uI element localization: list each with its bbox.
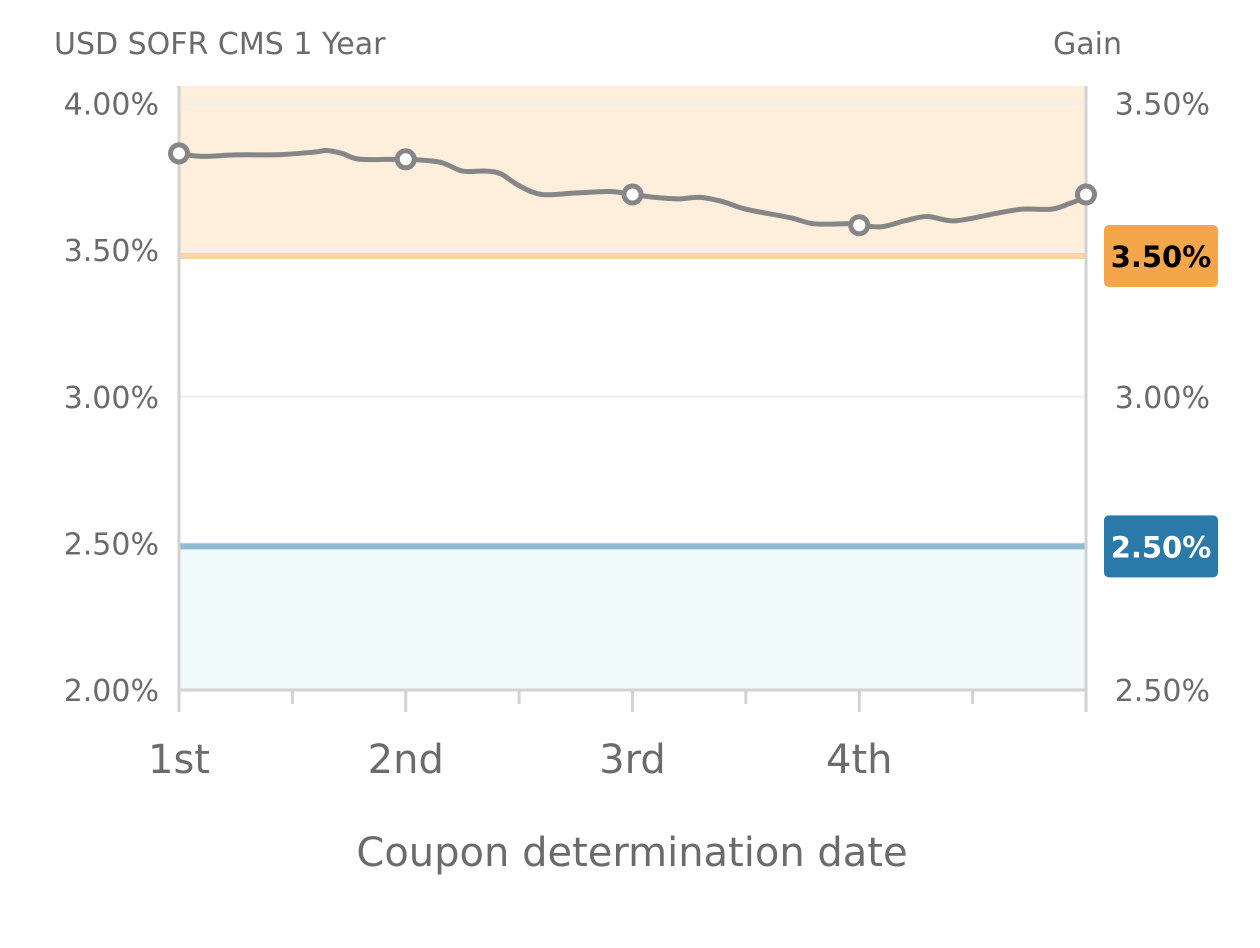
right-tick-labels: 3.50% 3.00% 2.50%	[1115, 88, 1210, 709]
x-axis-title: Coupon determination date	[356, 830, 907, 876]
observation-marker-0	[168, 142, 190, 165]
observation-marker-1	[394, 148, 417, 171]
x-tick-label-1: 2nd	[368, 737, 444, 783]
x-tick-labels: 1st 2nd 3rd 4th	[148, 737, 892, 783]
lower-zone	[179, 546, 1086, 690]
x-tick-label-0: 1st	[148, 737, 210, 783]
observation-marker-2	[621, 183, 644, 206]
right-tick-label-0: 3.50%	[1115, 88, 1210, 123]
upper-zone	[179, 86, 1086, 257]
series-line-0	[176, 147, 1089, 230]
lower-barrier-badge	[1104, 515, 1218, 578]
left-tick-label-3: 2.50%	[64, 527, 159, 562]
observation-marker-4	[1075, 183, 1097, 206]
right-tick-label-2: 2.50%	[1115, 674, 1210, 709]
barrier-badges: 3.50% 2.50%	[1104, 225, 1218, 578]
barrier-zones	[179, 86, 1086, 690]
axes	[177, 86, 1088, 712]
upper-barrier-label: 3.50%	[1111, 240, 1212, 274]
lower-barrier-label: 2.50%	[1111, 530, 1212, 564]
left-tick-label-0: 4.00%	[64, 88, 159, 123]
left-tick-label-1: 3.50%	[64, 234, 159, 269]
right-tick-label-1: 3.00%	[1115, 381, 1210, 416]
left-tick-labels: 4.00% 3.50% 3.00% 2.50% 2.00%	[64, 88, 159, 709]
x-tick-label-3: 4th	[826, 737, 892, 783]
left-axis-title: USD SOFR CMS 1 Year	[54, 27, 386, 62]
series-layer	[168, 142, 1097, 237]
right-axis-title: Gain	[1053, 27, 1122, 62]
upper-barrier-badge	[1104, 225, 1218, 288]
barrier-lines	[179, 253, 1086, 550]
left-tick-label-4: 2.00%	[64, 674, 159, 709]
x-tick-label-2: 3rd	[599, 737, 666, 783]
left-tick-label-2: 3.00%	[64, 381, 159, 416]
observation-marker-3	[848, 214, 871, 237]
